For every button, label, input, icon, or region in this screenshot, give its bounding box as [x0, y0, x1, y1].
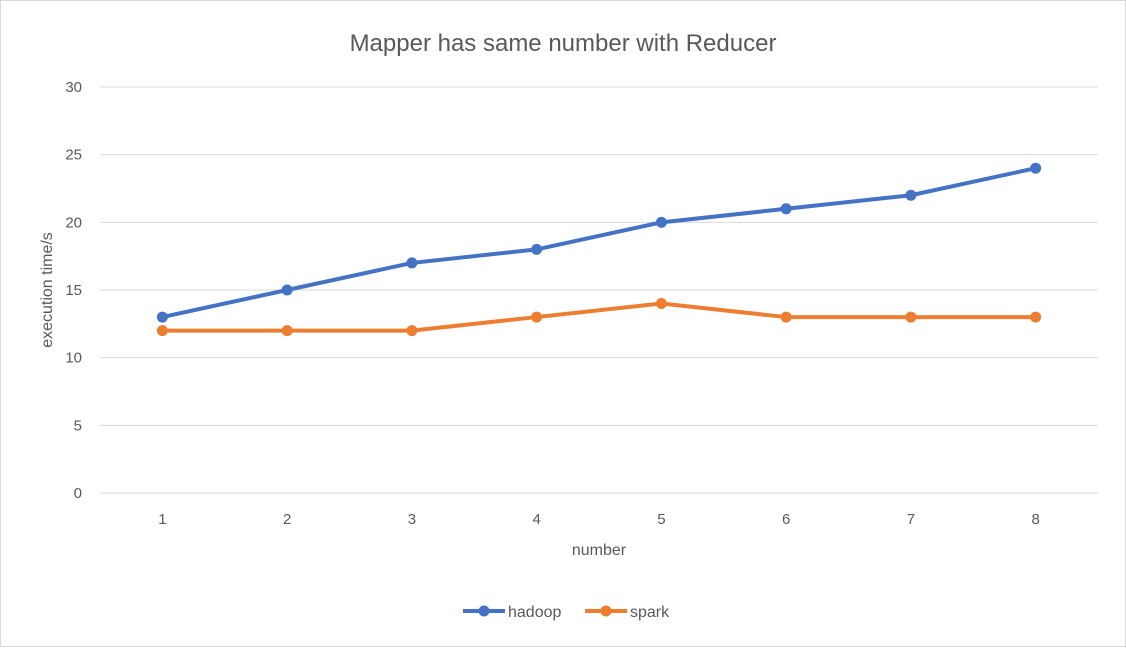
series-layer — [156, 162, 1042, 337]
legend-label-hadoop: hadoop — [508, 604, 561, 621]
x-tick-label-4: 5 — [657, 511, 665, 528]
data-point-spark-4 — [531, 311, 543, 323]
x-axis-ticks: 1 2 3 4 5 6 7 8 — [158, 511, 1040, 528]
data-point-spark-1 — [156, 325, 168, 337]
data-point-spark-8 — [1030, 311, 1042, 323]
data-point-hadoop-3 — [406, 257, 418, 269]
legend-item-spark: spark — [585, 604, 670, 621]
x-axis-title: number — [572, 542, 627, 559]
chart-title: Mapper has same number with Reducer — [350, 30, 777, 57]
y-tick-label-0: 0 — [74, 485, 82, 502]
data-point-hadoop-7 — [905, 189, 917, 201]
data-point-hadoop-8 — [1030, 162, 1042, 174]
x-tick-label-2: 3 — [408, 511, 416, 528]
legend-marker-spark — [600, 605, 612, 617]
x-tick-label-6: 7 — [907, 511, 915, 528]
x-tick-label-0: 1 — [158, 511, 166, 528]
y-tick-label-3: 15 — [65, 282, 82, 299]
gridlines — [100, 86, 1098, 494]
data-point-spark-6 — [780, 311, 792, 323]
series-line-spark — [160, 301, 1038, 333]
y-tick-label-1: 5 — [74, 417, 82, 434]
data-point-hadoop-1 — [156, 311, 168, 323]
legend: hadoop spark — [463, 604, 670, 621]
x-tick-label-1: 2 — [283, 511, 291, 528]
data-point-hadoop-5 — [655, 216, 667, 228]
x-tick-label-5: 6 — [782, 511, 790, 528]
data-point-spark-2 — [281, 325, 293, 337]
y-tick-label-2: 10 — [65, 350, 82, 367]
data-point-spark-5 — [655, 298, 667, 310]
data-point-spark-7 — [905, 311, 917, 323]
legend-item-hadoop: hadoop — [463, 604, 561, 621]
y-tick-label-5: 25 — [65, 147, 82, 164]
data-point-hadoop-6 — [780, 203, 792, 215]
x-tick-label-7: 8 — [1031, 511, 1039, 528]
data-point-hadoop-2 — [281, 284, 293, 296]
series-line-hadoop — [160, 166, 1038, 320]
series-spark — [156, 298, 1042, 337]
data-point-spark-3 — [406, 325, 418, 337]
y-tick-label-4: 20 — [65, 214, 82, 231]
y-axis-title: execution time/s — [39, 232, 56, 348]
x-tick-label-3: 4 — [532, 511, 540, 528]
legend-label-spark: spark — [630, 604, 670, 621]
y-tick-label-6: 30 — [65, 79, 82, 96]
legend-marker-hadoop — [478, 605, 490, 617]
y-axis-ticks: 0 5 10 15 20 25 30 — [65, 79, 82, 502]
series-hadoop — [156, 162, 1042, 323]
data-point-hadoop-4 — [531, 243, 543, 255]
